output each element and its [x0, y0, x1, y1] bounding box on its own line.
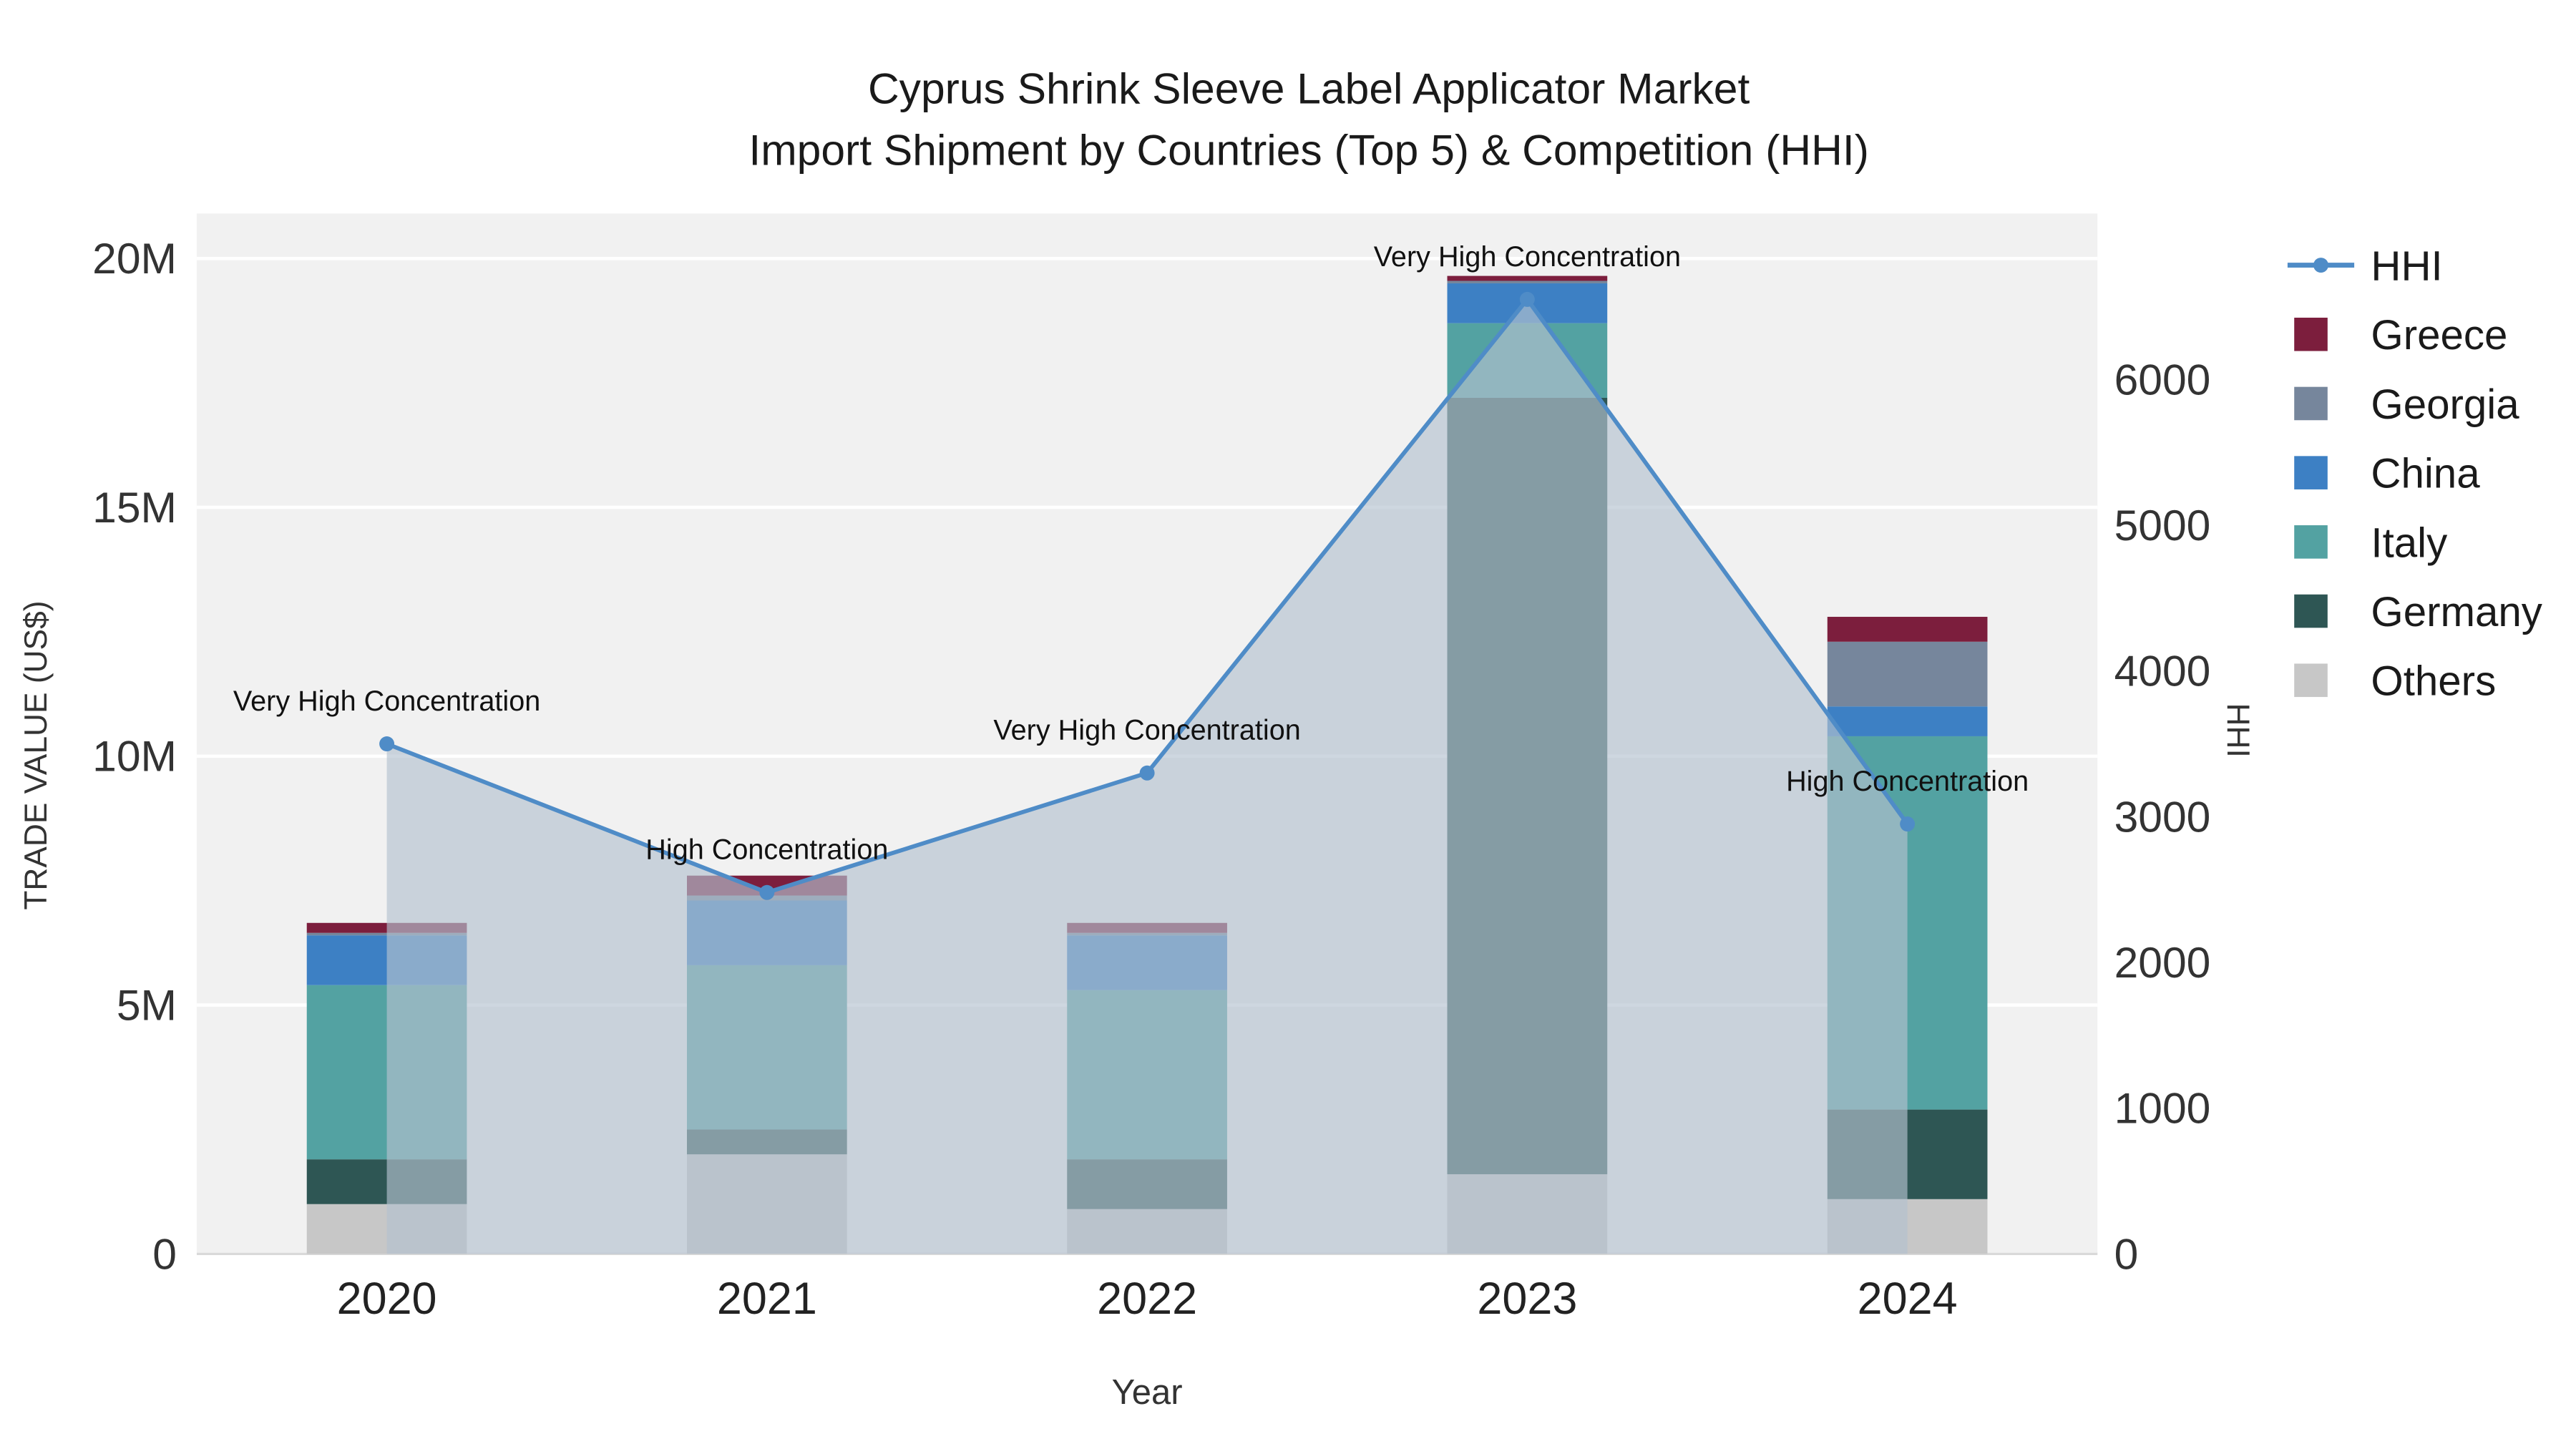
- legend-item-others[interactable]: Others: [2294, 658, 2496, 705]
- legend-swatch: [2294, 525, 2328, 559]
- x-tick-label: 2022: [1097, 1274, 1197, 1324]
- y-left-tick-label: 10M: [92, 732, 177, 781]
- annotation-label: High Concentration: [645, 834, 888, 866]
- annotation-label: Very High Concentration: [233, 686, 540, 717]
- annotation-label: Very High Concentration: [993, 715, 1300, 746]
- legend-item-china[interactable]: China: [2294, 451, 2480, 497]
- annotation-label: High Concentration: [1786, 766, 2029, 797]
- y-left-tick-label: 20M: [92, 234, 177, 283]
- y-right-tick-label: 6000: [2114, 355, 2211, 404]
- y-left-tick-label: 15M: [92, 483, 177, 532]
- bar-greece-2024[interactable]: [1827, 617, 1988, 642]
- bar-georgia-2023[interactable]: [1447, 280, 1608, 284]
- legend-label: Georgia: [2371, 381, 2519, 428]
- legend-item-italy[interactable]: Italy: [2294, 519, 2448, 566]
- chart-title-line2: Import Shipment by Countries (Top 5) & C…: [748, 126, 1869, 175]
- bar-china-2024[interactable]: [1827, 706, 1988, 736]
- y-right-tick-label: 2000: [2114, 938, 2211, 987]
- y-right-tick-label: 4000: [2114, 647, 2211, 696]
- legend-label: HHI: [2371, 243, 2442, 290]
- legend-item-germany[interactable]: Germany: [2294, 589, 2543, 635]
- x-tick-label: 2024: [1858, 1274, 1958, 1324]
- annotation-label: Very High Concentration: [1374, 241, 1681, 273]
- y-right-tick-label: 1000: [2114, 1084, 2211, 1133]
- legend-label: China: [2371, 451, 2480, 497]
- legend-swatch: [2294, 594, 2328, 628]
- hhi-point-2024[interactable]: [1900, 816, 1916, 832]
- legend-label: Italy: [2371, 519, 2448, 566]
- x-axis-title: Year: [1112, 1373, 1183, 1412]
- legend-swatch: [2294, 456, 2328, 489]
- legend-line-marker: [2313, 258, 2328, 273]
- y-right-tick-label: 5000: [2114, 501, 2211, 550]
- x-tick-label: 2020: [337, 1274, 437, 1324]
- legend-label: Others: [2371, 658, 2496, 705]
- y-right-axis-title: HHI: [2220, 703, 2255, 758]
- x-tick-label: 2021: [717, 1274, 817, 1324]
- y-right-tick-label: 0: [2114, 1229, 2139, 1278]
- hhi-point-2023[interactable]: [1519, 291, 1535, 307]
- legend-item-georgia[interactable]: Georgia: [2294, 381, 2519, 428]
- bar-greece-2023[interactable]: [1447, 275, 1608, 281]
- legend-item-greece[interactable]: Greece: [2294, 312, 2507, 358]
- legend-swatch: [2294, 317, 2328, 351]
- hhi-point-2020[interactable]: [379, 736, 395, 752]
- x-tick-label: 2023: [1477, 1274, 1577, 1324]
- legend-swatch: [2294, 663, 2328, 698]
- hhi-point-2022[interactable]: [1139, 765, 1155, 781]
- hhi-point-2021[interactable]: [759, 884, 775, 900]
- chart-title-line1: Cyprus Shrink Sleeve Label Applicator Ma…: [868, 64, 1750, 113]
- y-left-axis-title: TRADE VALUE (US$): [19, 601, 54, 910]
- legend-swatch: [2294, 386, 2328, 421]
- y-left-tick-label: 0: [152, 1229, 177, 1278]
- bar-georgia-2024[interactable]: [1827, 641, 1988, 707]
- y-right-tick-label: 3000: [2114, 792, 2211, 841]
- legend-label: Greece: [2371, 312, 2507, 358]
- legend-item-hhi[interactable]: HHI: [2287, 243, 2443, 290]
- y-left-tick-label: 5M: [117, 981, 177, 1030]
- legend-label: Germany: [2371, 589, 2542, 635]
